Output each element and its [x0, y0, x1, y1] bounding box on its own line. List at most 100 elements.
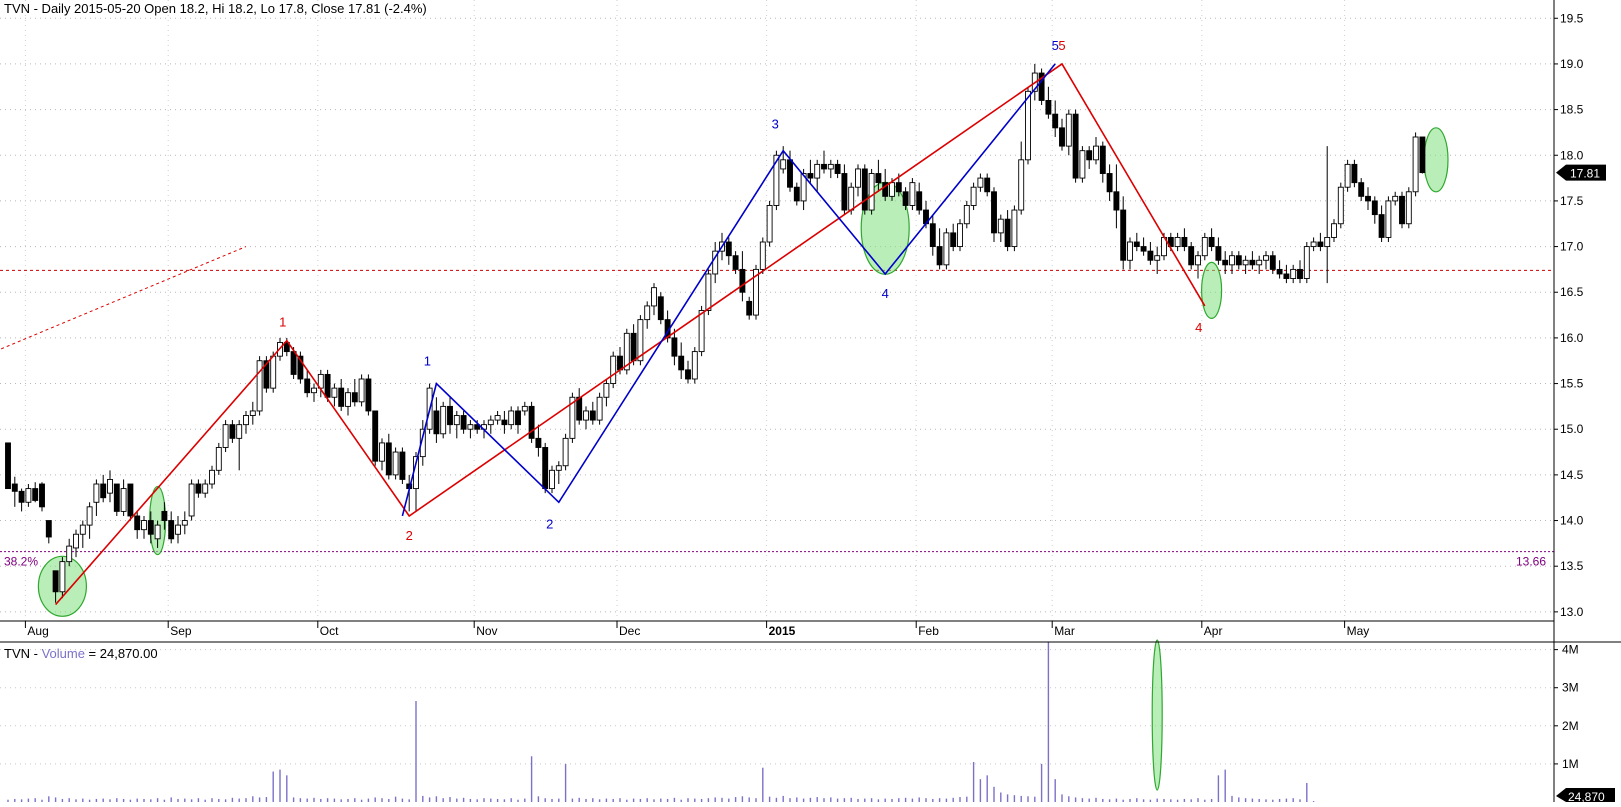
candle: [875, 159, 882, 192]
candle-body: [1310, 241, 1317, 248]
candle: [766, 200, 773, 247]
candle-body: [1140, 246, 1147, 252]
volume-badge-value: 24,870: [1568, 790, 1605, 802]
candle: [1011, 205, 1018, 252]
candle: [1419, 136, 1426, 174]
candle-body: [399, 451, 406, 480]
candle: [100, 474, 107, 503]
price-badge-value: 17.81: [1570, 167, 1600, 181]
candle-body: [141, 520, 147, 531]
candle: [243, 410, 249, 434]
candle: [555, 461, 562, 485]
candle-body: [1344, 163, 1351, 188]
candle-body: [583, 410, 589, 421]
candle: [814, 159, 821, 192]
candle-body: [1025, 90, 1031, 161]
candle: [644, 301, 651, 329]
candle: [1174, 232, 1181, 252]
candle: [324, 369, 331, 402]
y-tick-label: 13.5: [1560, 559, 1584, 573]
candle-body: [576, 396, 583, 421]
candle-body: [1093, 145, 1099, 161]
candle-body: [188, 483, 195, 517]
candle: [1045, 86, 1052, 119]
candle: [39, 482, 45, 512]
candle-body: [297, 355, 304, 380]
candle-body: [746, 300, 753, 316]
candle: [1365, 187, 1371, 211]
candle-body: [902, 191, 909, 206]
candle-body: [18, 490, 25, 503]
red-wave-label: 2: [406, 528, 413, 543]
candle-body: [1276, 268, 1283, 275]
y-tick-label: 14.5: [1560, 468, 1584, 482]
highlight-ellipse: [1200, 261, 1223, 320]
x-tick-label: Nov: [476, 624, 497, 638]
price-badge: 17.81: [1556, 164, 1606, 181]
candle: [623, 328, 630, 375]
candle: [311, 383, 317, 402]
candle-body: [453, 415, 460, 426]
y-tick-label: 15.0: [1560, 422, 1584, 436]
candle-body: [1392, 195, 1399, 202]
volume-bars: [7, 642, 1315, 802]
candlesticks: [5, 63, 1426, 603]
candle: [1324, 146, 1331, 284]
candle: [549, 465, 555, 494]
candle-body: [385, 442, 392, 476]
candle: [345, 388, 351, 416]
candle-body: [1188, 246, 1195, 266]
candle: [916, 182, 923, 215]
candle: [1371, 196, 1378, 224]
candle-body: [1337, 186, 1344, 225]
y-tick-label: 19.0: [1560, 57, 1584, 71]
candle-body: [1127, 241, 1133, 261]
candle: [725, 237, 732, 265]
y-tick-label: 19.5: [1560, 11, 1584, 25]
candle: [861, 164, 868, 215]
candle-body: [936, 246, 943, 266]
candle-body: [311, 387, 317, 394]
candle-body: [957, 223, 963, 248]
candle: [379, 438, 385, 471]
candle-body: [705, 273, 712, 311]
candle: [1385, 196, 1392, 243]
candle: [338, 378, 345, 411]
candle: [678, 342, 685, 379]
candle: [467, 420, 474, 439]
candle-body: [222, 424, 229, 448]
candle: [1235, 251, 1242, 270]
candle-body: [1154, 255, 1161, 261]
candle-body: [841, 173, 848, 211]
candle: [739, 251, 746, 302]
candle-body: [1324, 236, 1331, 248]
candle: [59, 557, 66, 599]
candle: [487, 415, 494, 434]
candle: [1004, 210, 1011, 252]
candle: [222, 420, 229, 453]
candle-body: [977, 177, 984, 188]
candle: [508, 406, 515, 430]
candle-body: [32, 488, 39, 501]
candle-body: [290, 351, 297, 375]
candle: [583, 406, 589, 430]
candle-body: [1263, 255, 1269, 261]
candle-body: [1249, 259, 1256, 266]
candle-body: [678, 355, 685, 371]
candle: [5, 442, 11, 490]
candle-body: [1365, 195, 1371, 202]
candle-body: [1147, 250, 1154, 261]
candle: [385, 433, 392, 480]
candle-body: [209, 469, 215, 485]
candle-body: [1099, 145, 1106, 174]
candle-body: [1038, 72, 1045, 101]
candle-body: [603, 383, 610, 398]
candle: [515, 406, 521, 434]
y-tick-label: 13.0: [1560, 605, 1584, 619]
candle: [209, 465, 215, 489]
candle: [651, 283, 657, 316]
candle-body: [963, 205, 970, 225]
candle: [793, 182, 800, 206]
candle: [25, 484, 32, 507]
